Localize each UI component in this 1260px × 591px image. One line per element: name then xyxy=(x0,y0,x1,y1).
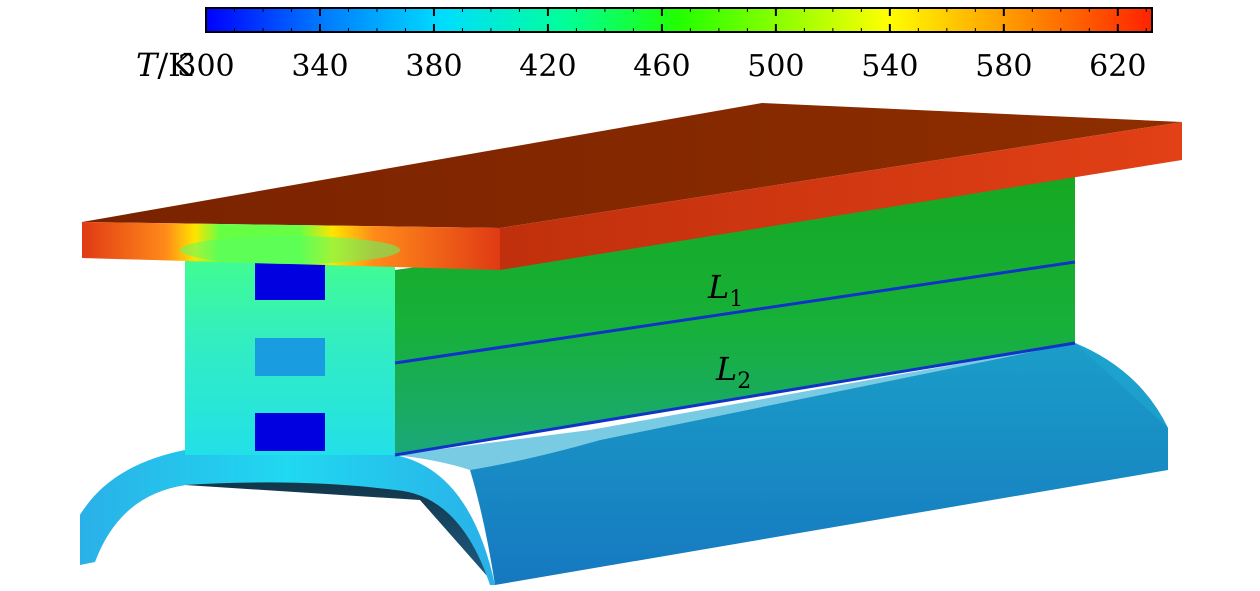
top-flange-top xyxy=(82,103,1182,228)
beam-model: L1 L2 xyxy=(80,103,1182,585)
line-l1-subscript: 1 xyxy=(729,287,743,312)
colorbar-unit: K xyxy=(168,46,193,84)
colorbar-tick-label: 460 xyxy=(633,49,690,84)
colorbar-tick-label: 300 xyxy=(177,49,234,84)
line-l2-label: L2 xyxy=(715,350,751,394)
colorbar-tick-label: 620 xyxy=(1089,49,1146,84)
colorbar-slash: / xyxy=(157,46,168,84)
colorbar-gradient xyxy=(205,7,1153,33)
bottom-plate-curved-surface xyxy=(395,343,1168,470)
flange-web-junction xyxy=(180,236,400,264)
colorbar-tick-label: 540 xyxy=(861,49,918,84)
cooling-channel-middle xyxy=(255,338,325,376)
colorbar: 300 340 380 420 460 500 540 580 620 T/K xyxy=(136,7,1153,84)
colorbar-variable: T xyxy=(136,46,160,84)
cooling-channel-top xyxy=(255,262,325,300)
line-l2-name: L xyxy=(715,350,737,388)
line-l2-subscript: 2 xyxy=(737,369,751,394)
line-l1 xyxy=(394,260,1076,365)
line-l1-label: L1 xyxy=(707,268,743,312)
colorbar-ticks xyxy=(205,8,1147,32)
colorbar-tick-label: 340 xyxy=(291,49,348,84)
web-side xyxy=(395,175,1075,455)
bottom-plate-side xyxy=(470,343,1168,585)
line-l1-name: L xyxy=(707,268,729,306)
top-flange-side xyxy=(500,122,1182,270)
colorbar-tick-label: 580 xyxy=(975,49,1032,84)
bottom-plate-front xyxy=(80,450,495,585)
colorbar-tick-labels: 300 340 380 420 460 500 540 580 620 xyxy=(177,49,1146,84)
colorbar-unit-label: T/K xyxy=(136,46,193,84)
colorbar-tick-label: 500 xyxy=(747,49,804,84)
line-l2 xyxy=(394,341,1076,457)
colorbar-tick-label: 420 xyxy=(519,49,576,84)
colorbar-tick-label: 380 xyxy=(405,49,462,84)
cooling-channel-bottom xyxy=(255,413,325,451)
